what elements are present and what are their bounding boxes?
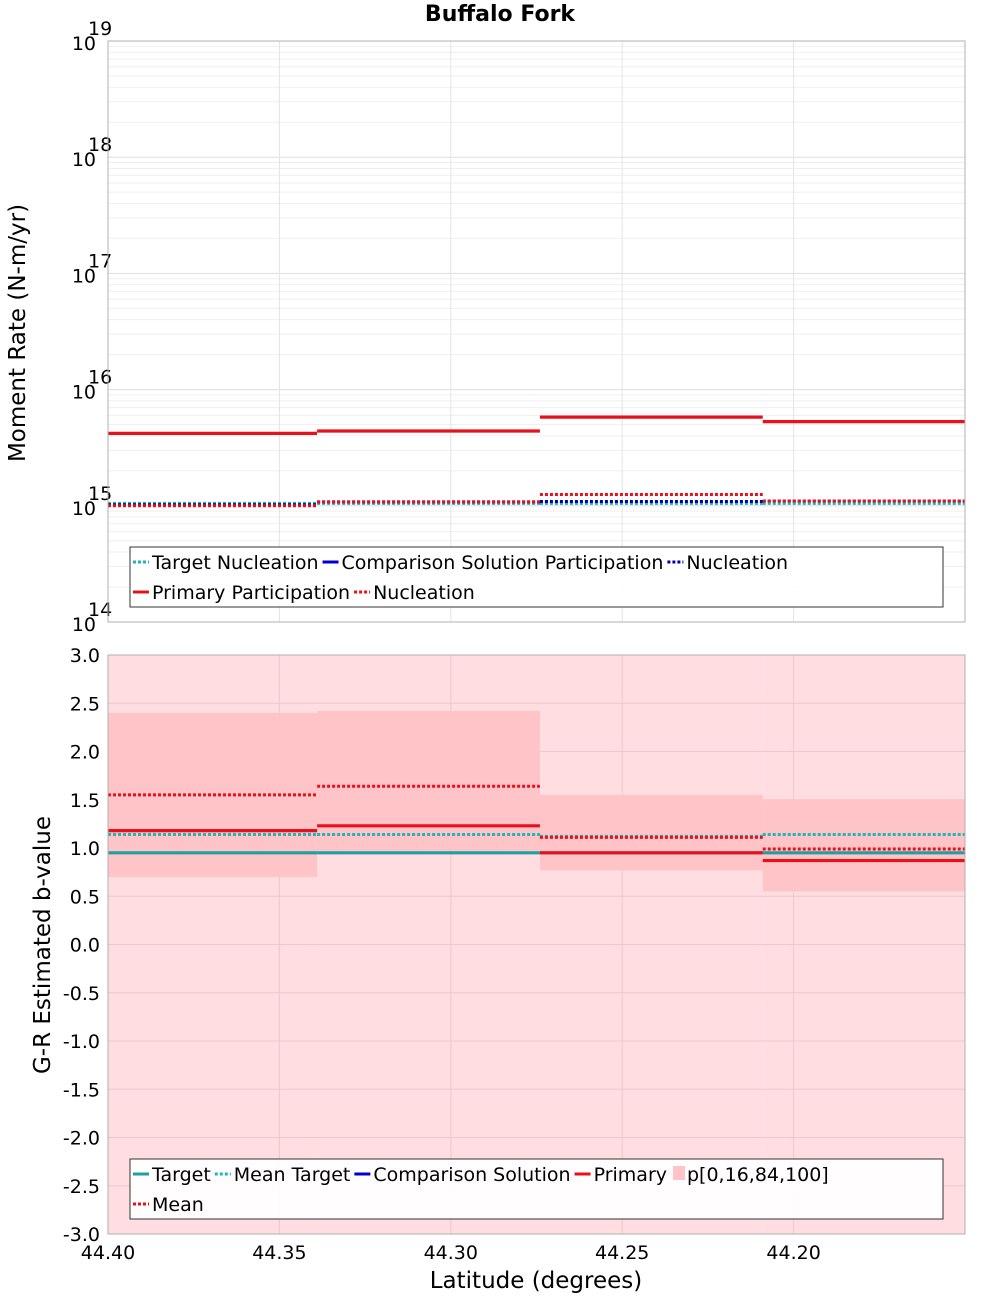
bottom-y-tick-label: 2.5 bbox=[70, 693, 100, 715]
legend-label: Comparison Solution Participation bbox=[342, 552, 664, 574]
bottom-y-tick-label: -0.5 bbox=[63, 983, 100, 1005]
bottom-y-tick-label: 2.0 bbox=[70, 742, 100, 764]
x-tick-label: 44.40 bbox=[81, 1242, 135, 1264]
top-y-tick-exponent: 16 bbox=[88, 367, 112, 389]
chart-title: Buffalo Fork bbox=[424, 2, 576, 27]
legend-label: Primary bbox=[594, 1164, 667, 1186]
x-tick-label: 44.20 bbox=[766, 1242, 820, 1264]
top-y-tick-exponent: 15 bbox=[88, 483, 112, 505]
legend-label: p[0,16,84,100] bbox=[687, 1164, 829, 1186]
legend-label: Mean bbox=[152, 1194, 204, 1216]
bottom-y-tick-label: -1.5 bbox=[63, 1079, 100, 1101]
top-y-tick-label: 10 bbox=[72, 498, 96, 520]
top-y-tick-exponent: 17 bbox=[88, 250, 112, 272]
legend-label: Target Nucleation bbox=[151, 552, 319, 574]
legend-label: Mean Target bbox=[234, 1164, 351, 1186]
bottom-y-tick-label: -2.0 bbox=[63, 1128, 100, 1150]
top-plot-frame bbox=[107, 40, 966, 623]
top-y-tick-label: 10 bbox=[72, 614, 96, 636]
legend-box bbox=[129, 546, 944, 608]
top-y-tick-exponent: 19 bbox=[88, 18, 112, 40]
legend-label: Nucleation bbox=[686, 552, 788, 574]
top-plot-area bbox=[108, 41, 965, 622]
x-tick-label: 44.30 bbox=[424, 1242, 478, 1264]
bottom-y-tick-label: 0.5 bbox=[70, 886, 100, 908]
top-y-tick-label: 10 bbox=[72, 265, 96, 287]
bottom-plot-frame bbox=[107, 654, 966, 1235]
top-y-tick-exponent: 14 bbox=[88, 599, 112, 621]
legend-label: Nucleation bbox=[373, 582, 475, 604]
legend-box bbox=[129, 1158, 944, 1220]
bottom-y-tick-label: -3.0 bbox=[63, 1224, 100, 1246]
legend-label: Primary Participation bbox=[152, 582, 350, 604]
top-y-tick-label: 10 bbox=[72, 382, 96, 404]
bottom-y-tick-label: 1.0 bbox=[70, 838, 100, 860]
top-y-tick-exponent: 18 bbox=[88, 134, 112, 156]
bottom-y-tick-label: 0.0 bbox=[70, 935, 100, 957]
bottom-band-inner bbox=[317, 710, 540, 853]
x-axis-label: Latitude (degrees) bbox=[429, 1268, 643, 1294]
bottom-band-inner bbox=[762, 799, 965, 892]
bottom-y-tick-label: 1.5 bbox=[70, 790, 100, 812]
bottom-band-inner bbox=[539, 794, 763, 871]
bottom-band-inner bbox=[108, 712, 318, 877]
legend-label: Comparison Solution bbox=[373, 1164, 570, 1186]
legend-patch bbox=[673, 1166, 685, 1180]
legend-label: Target bbox=[151, 1164, 211, 1186]
x-tick-label: 44.35 bbox=[252, 1242, 306, 1264]
top-y-tick-label: 10 bbox=[72, 149, 96, 171]
top-y-tick-label: 10 bbox=[72, 33, 96, 55]
bottom-y-tick-label: -2.5 bbox=[63, 1176, 100, 1198]
bottom-y-tick-label: 3.0 bbox=[70, 645, 100, 667]
bottom-y-tick-label: -1.0 bbox=[63, 1031, 100, 1053]
x-tick-label: 44.25 bbox=[595, 1242, 649, 1264]
